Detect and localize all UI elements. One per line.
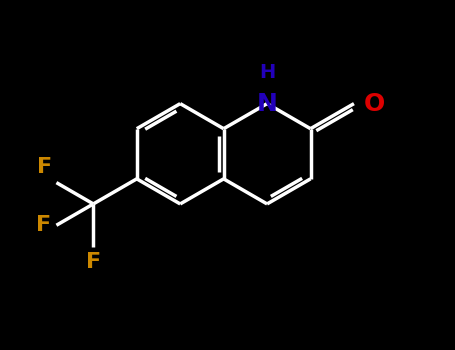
Text: F: F — [35, 215, 51, 235]
Text: F: F — [37, 157, 53, 177]
Text: O: O — [364, 92, 385, 116]
Text: F: F — [86, 252, 101, 272]
Text: N: N — [257, 92, 278, 116]
Text: H: H — [259, 63, 275, 82]
